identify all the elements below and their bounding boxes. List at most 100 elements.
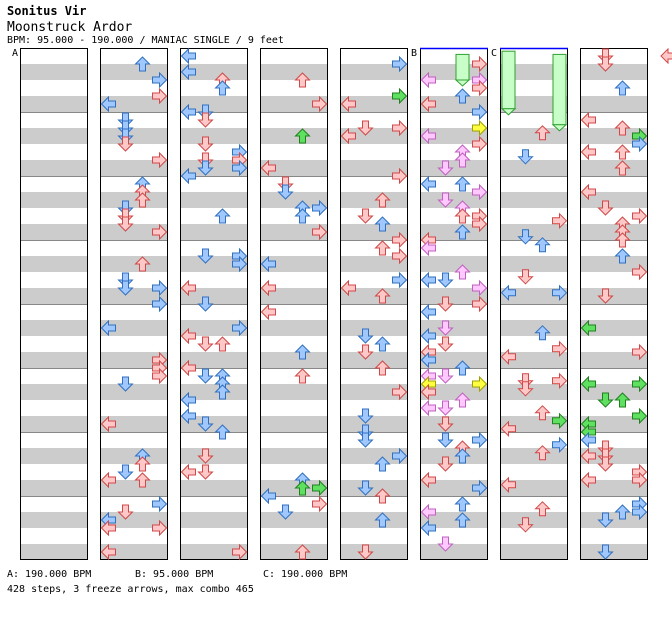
up-arrow <box>294 368 311 384</box>
right-arrow <box>632 503 648 521</box>
left-arrow <box>420 471 436 489</box>
left-arrow <box>580 375 596 393</box>
up-arrow <box>454 512 471 528</box>
down-arrow <box>117 464 134 480</box>
beat-stripe <box>580 256 648 272</box>
right-arrow <box>632 343 648 361</box>
left-arrow <box>500 476 516 494</box>
up-arrow <box>214 208 231 224</box>
down-arrow <box>437 192 454 208</box>
left-arrow <box>420 303 436 321</box>
up-arrow <box>534 501 551 517</box>
freeze-arrow <box>552 53 567 126</box>
up-arrow <box>614 232 631 248</box>
up-arrow <box>454 176 471 192</box>
right-arrow <box>392 55 408 73</box>
beat-stripe <box>420 256 488 272</box>
right-arrow <box>392 383 408 401</box>
right-arrow <box>232 255 248 273</box>
beat-stripe <box>180 448 248 464</box>
down-arrow <box>597 288 614 304</box>
left-arrow <box>100 415 116 433</box>
up-arrow <box>374 512 391 528</box>
right-arrow <box>472 119 488 137</box>
down-arrow <box>117 216 134 232</box>
beat-stripe <box>20 128 88 144</box>
beat-stripe <box>260 64 328 80</box>
beat-stripe <box>420 320 488 336</box>
right-arrow <box>392 271 408 289</box>
up-arrow <box>614 248 631 264</box>
left-arrow <box>100 471 116 489</box>
left-arrow <box>420 503 436 521</box>
beat-stripe <box>100 416 168 432</box>
beat-stripe <box>20 160 88 176</box>
up-arrow <box>374 456 391 472</box>
chart-meta: BPM: 95.000 - 190.000 / MANIAC SINGLE / … <box>7 35 284 46</box>
up-arrow <box>454 360 471 376</box>
right-arrow <box>472 135 488 153</box>
beat-stripe <box>340 128 408 144</box>
down-arrow <box>517 149 534 165</box>
beat-stripe <box>500 224 568 240</box>
beat-stripe <box>580 288 648 304</box>
right-arrow <box>312 95 328 113</box>
left-arrow <box>100 543 116 561</box>
beat-stripe <box>100 384 168 400</box>
left-arrow <box>580 431 596 449</box>
up-arrow <box>374 360 391 376</box>
up-arrow <box>614 504 631 520</box>
beat-stripe <box>420 544 488 560</box>
beat-stripe <box>180 480 248 496</box>
up-arrow <box>534 445 551 461</box>
down-arrow <box>517 229 534 245</box>
column-border <box>260 48 328 560</box>
up-arrow <box>454 152 471 168</box>
right-arrow <box>312 479 328 497</box>
beat-stripe <box>260 480 328 496</box>
beat-stripe <box>180 64 248 80</box>
beat-stripe <box>260 512 328 528</box>
beat-stripe <box>420 448 488 464</box>
down-arrow <box>517 517 534 533</box>
beat-stripe <box>260 544 328 560</box>
beat-stripe <box>500 384 568 400</box>
up-arrow <box>374 240 391 256</box>
up-arrow <box>134 192 151 208</box>
beat-stripe <box>340 320 408 336</box>
beat-stripe <box>20 256 88 272</box>
right-arrow <box>552 340 568 358</box>
down-arrow <box>357 344 374 360</box>
right-arrow <box>152 519 168 537</box>
beat-stripe <box>100 128 168 144</box>
right-arrow <box>632 135 648 153</box>
up-arrow <box>374 216 391 232</box>
right-arrow <box>312 495 328 513</box>
up-arrow <box>134 56 151 72</box>
up-arrow <box>534 405 551 421</box>
down-arrow <box>357 208 374 224</box>
beat-stripe <box>580 352 648 368</box>
right-arrow <box>552 284 568 302</box>
beat-stripe <box>340 448 408 464</box>
beat-stripe <box>340 352 408 368</box>
beat-stripe <box>260 224 328 240</box>
left-arrow <box>180 47 196 65</box>
down-arrow <box>357 544 374 560</box>
down-arrow <box>517 381 534 397</box>
right-arrow <box>472 55 488 73</box>
right-arrow <box>472 375 488 393</box>
beat-stripe <box>580 384 648 400</box>
right-arrow <box>152 367 168 385</box>
beat-stripe <box>100 320 168 336</box>
down-arrow <box>437 456 454 472</box>
beat-stripe <box>180 192 248 208</box>
beat-stripe <box>260 256 328 272</box>
right-arrow <box>392 247 408 265</box>
column-border <box>580 48 648 560</box>
up-arrow <box>214 424 231 440</box>
left-arrow <box>260 303 276 321</box>
beat-stripe <box>20 384 88 400</box>
down-arrow <box>357 432 374 448</box>
right-arrow <box>232 159 248 177</box>
